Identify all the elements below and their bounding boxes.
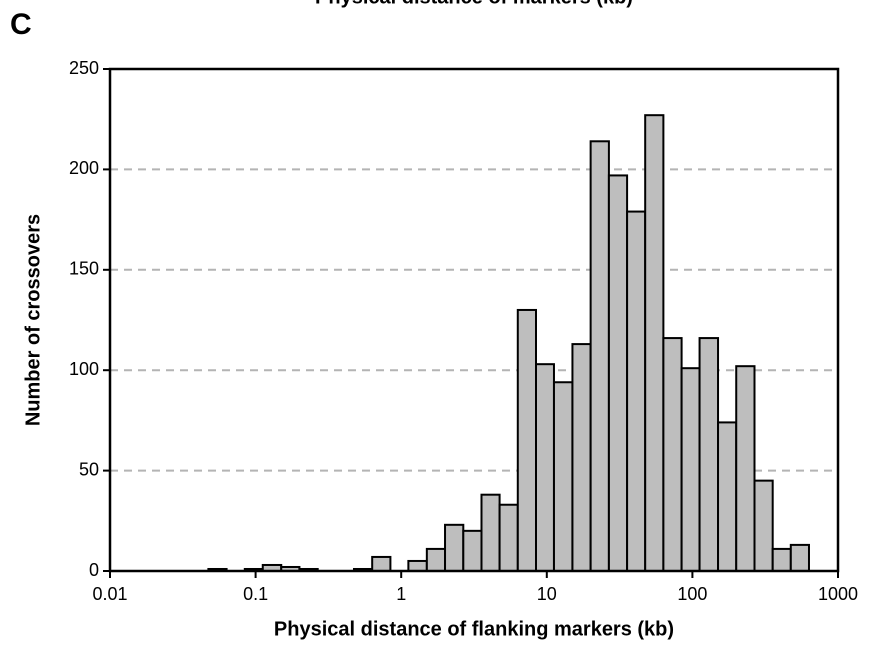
bar (498, 503, 519, 572)
x-tick-label: 10 (537, 584, 557, 604)
bar (607, 174, 629, 572)
x-tick-label: 0.1 (243, 584, 268, 604)
bar (552, 381, 574, 572)
chart-title: Physical distance of markers (kb) (315, 0, 633, 8)
bar (407, 559, 428, 573)
bar (626, 210, 647, 572)
panel-label: C (10, 8, 32, 41)
bar (480, 493, 501, 573)
bar (753, 479, 774, 573)
y-tick-label: 150 (69, 259, 99, 279)
bar (644, 114, 665, 573)
bar (444, 523, 465, 572)
x-axis-label: Physical distance of flanking markers (k… (274, 618, 674, 640)
x-tick-label: 1 (396, 584, 406, 604)
bar (462, 529, 483, 573)
y-tick-label: 100 (69, 359, 99, 379)
bar (680, 367, 701, 572)
bar (662, 337, 683, 572)
x-tick-label: 0.01 (92, 584, 127, 604)
bar (735, 365, 756, 572)
bar (789, 543, 810, 572)
bar (516, 308, 538, 572)
bar (571, 343, 592, 573)
bar (771, 547, 792, 572)
y-tick-label: 200 (69, 158, 99, 178)
x-tick-label: 100 (677, 584, 707, 604)
bar (535, 363, 555, 572)
y-tick-label: 250 (69, 58, 99, 78)
x-tick-label: 1000 (818, 584, 858, 604)
plot-frame (108, 67, 840, 573)
bar (589, 140, 610, 572)
y-tick-label: 50 (79, 459, 99, 479)
bar (717, 421, 738, 572)
bar (425, 547, 447, 572)
bar (371, 555, 392, 572)
bar (698, 337, 720, 572)
y-tick-label: 0 (89, 560, 99, 580)
y-axis-label: Number of crossovers (22, 214, 44, 426)
